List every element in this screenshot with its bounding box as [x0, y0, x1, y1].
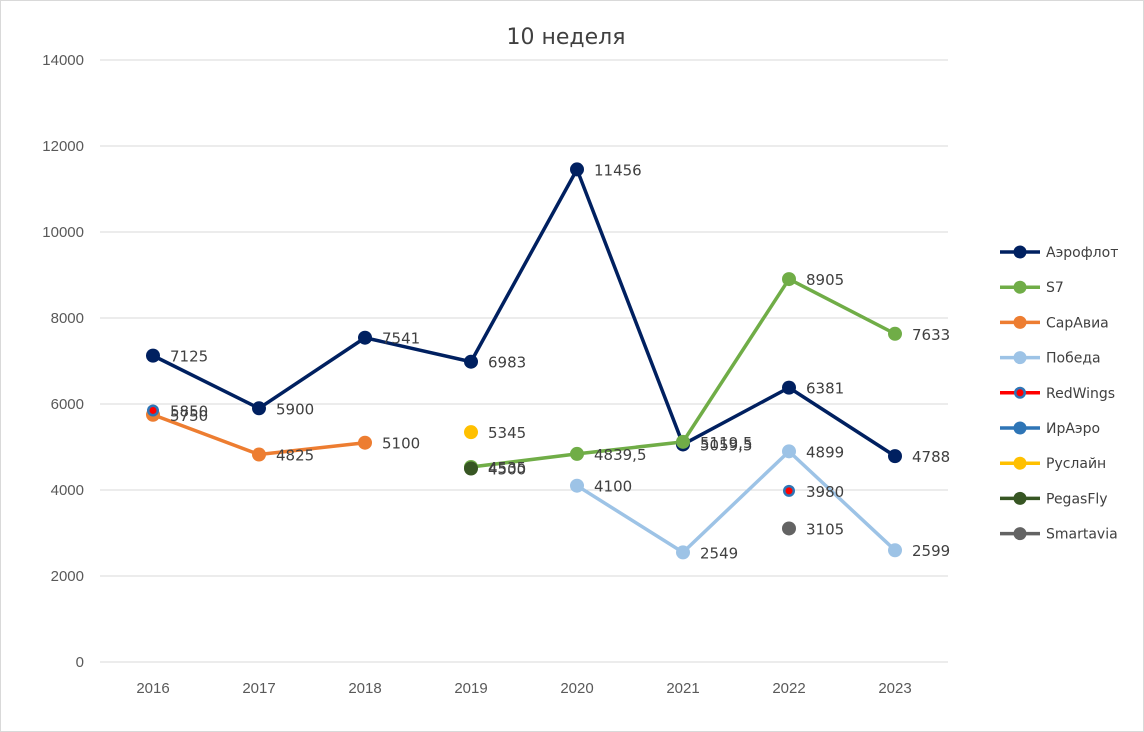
marker-аэрофлот: [358, 330, 372, 345]
data-label-s7: 4839,5: [594, 446, 647, 464]
legend-label-саравиа: СарАвиа: [1046, 315, 1109, 331]
chart-title: 10 неделя: [507, 25, 626, 50]
marker-redwings-core: [149, 406, 157, 414]
marker-саравиа: [252, 447, 266, 462]
data-label-победа: 4100: [594, 478, 632, 496]
x-tick-label: 2022: [772, 680, 805, 697]
data-label-s7: 7633: [912, 326, 950, 344]
marker-s7: [888, 326, 902, 341]
marker-s7: [782, 272, 796, 287]
x-axis-ticks: 2016 2017 2018 2019 2020 2021 2022 2023: [136, 680, 911, 697]
marker-аэрофлот: [782, 380, 796, 395]
x-tick-label: 2017: [242, 680, 275, 697]
legend-label-pegasfly: PegasFly: [1046, 491, 1108, 507]
marker-s7: [570, 446, 584, 461]
legend-marker-redwings-core: [1016, 389, 1024, 397]
data-label-руслайн: 5345: [488, 424, 526, 442]
data-label-победа: 2549: [700, 544, 738, 562]
marker-аэрофлот: [888, 449, 902, 464]
data-label-аэрофлот: 6983: [488, 354, 526, 372]
data-label-саравиа: 5100: [382, 435, 420, 453]
marker-аэрофлот: [464, 354, 478, 369]
marker-smartavia: [782, 521, 796, 536]
marker-redwings-core: [785, 487, 793, 495]
data-label-аэрофлот: 5059,5: [700, 436, 753, 454]
legend-label-ираэро: ИрАэро: [1046, 421, 1100, 437]
legend-marker-победа: [1013, 351, 1027, 365]
legend-marker-аэрофлот: [1013, 245, 1027, 259]
data-labels: 7125590075416983114565059,56381478845354…: [170, 161, 950, 562]
legend-marker-ираэро: [1013, 421, 1027, 435]
series-line-победа: [576, 449, 897, 555]
series-line-аэрофлот: [152, 167, 896, 458]
data-label-redwings: 5850: [170, 402, 208, 420]
gridlines: [100, 59, 948, 663]
legend-marker-саравиа: [1013, 315, 1027, 329]
y-tick-label: 0: [76, 654, 84, 671]
data-label-победа: 4899: [806, 443, 844, 461]
y-tick-label: 8000: [51, 310, 84, 327]
data-label-pegasfly: 4500: [488, 461, 526, 479]
data-label-аэрофлот: 6381: [806, 380, 844, 398]
data-label-smartavia: 3105: [806, 520, 844, 538]
series-markers: [146, 162, 902, 560]
marker-pegasfly: [464, 461, 478, 476]
marker-саравиа: [358, 435, 372, 450]
legend-label-аэрофлот: Аэрофлот: [1046, 245, 1118, 261]
data-label-s7: 4535: [488, 459, 526, 477]
x-tick-label: 2016: [136, 680, 169, 697]
legend-marker-smartavia: [1013, 527, 1027, 541]
marker-победа: [570, 478, 584, 493]
legend-label-s7: S7: [1046, 280, 1064, 296]
data-label-s7: 5119,5: [700, 434, 753, 452]
y-tick-label: 12000: [42, 138, 84, 155]
y-tick-label: 14000: [42, 52, 84, 69]
marker-аэрофлот: [252, 401, 266, 416]
marker-аэрофлот: [146, 348, 160, 363]
y-axis-ticks: 0 2000 4000 6000 8000 10000 12000 14000: [42, 52, 84, 671]
marker-победа: [782, 444, 796, 459]
data-label-саравиа: 4825: [276, 447, 314, 465]
legend-label-руслайн: Руслайн: [1046, 456, 1106, 472]
data-label-победа: 2599: [912, 542, 950, 560]
x-tick-label: 2019: [454, 680, 487, 697]
x-tick-label: 2020: [560, 680, 593, 697]
data-label-s7: 8905: [806, 271, 844, 289]
data-label-redwings: 3980: [806, 483, 844, 501]
marker-s7: [676, 434, 690, 449]
legend-label-победа: Победа: [1046, 351, 1101, 367]
y-tick-label: 10000: [42, 224, 84, 241]
y-tick-label: 4000: [51, 482, 84, 499]
x-tick-label: 2021: [666, 680, 699, 697]
data-label-аэрофлот: 5900: [276, 400, 314, 418]
legend-label-redwings: RedWings: [1046, 386, 1115, 402]
marker-руслайн: [464, 425, 478, 440]
y-tick-label: 2000: [51, 568, 84, 585]
legend: Аэрофлот S7 СарАвиа Победа RedWings ИрАэро Рус…: [1000, 245, 1118, 543]
legend-marker-s7: [1013, 280, 1027, 294]
x-tick-label: 2023: [878, 680, 911, 697]
legend-marker-pegasfly: [1013, 491, 1027, 505]
marker-победа: [888, 543, 902, 558]
data-label-саравиа: 5750: [170, 407, 208, 425]
data-label-аэрофлот: 7541: [382, 330, 420, 348]
data-label-аэрофлот: 7125: [170, 348, 208, 366]
data-label-аэрофлот: 4788: [912, 448, 950, 466]
legend-marker-руслайн: [1013, 456, 1027, 470]
legend-label-smartavia: Smartavia: [1046, 527, 1118, 543]
y-tick-label: 6000: [51, 396, 84, 413]
marker-победа: [676, 545, 690, 560]
data-label-аэрофлот: 11456: [594, 161, 642, 179]
marker-аэрофлот: [570, 162, 584, 177]
x-tick-label: 2018: [348, 680, 381, 697]
